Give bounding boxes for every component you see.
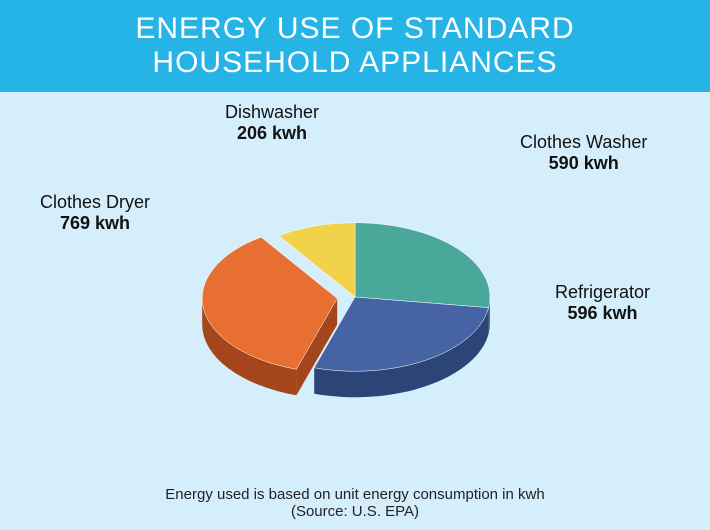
- infographic-root: ENERGY USE OF STANDARD HOUSEHOLD APPLIAN…: [0, 0, 710, 530]
- title-line2: HOUSEHOLD APPLIANCES: [152, 46, 557, 79]
- slice-label: Clothes Dryer769 kwh: [40, 192, 150, 233]
- header-title: ENERGY USE OF STANDARD HOUSEHOLD APPLIAN…: [135, 12, 574, 81]
- title-line1: ENERGY USE OF STANDARD: [135, 12, 574, 45]
- slice-value: 596 kwh: [555, 303, 650, 324]
- footer-line2: (Source: U.S. EPA): [0, 503, 710, 520]
- slice-name: Dishwasher: [225, 102, 319, 123]
- slice-label: Clothes Washer590 kwh: [520, 132, 647, 173]
- chart-area: Clothes Washer590 kwh Refrigerator596 kwh…: [0, 92, 710, 490]
- slice-value: 769 kwh: [40, 213, 150, 234]
- pie-slice: [355, 223, 490, 308]
- slice-label: Refrigerator596 kwh: [555, 282, 650, 323]
- slice-label: Dishwasher206 kwh: [225, 102, 319, 143]
- slice-name: Refrigerator: [555, 282, 650, 303]
- slice-name: Clothes Washer: [520, 132, 647, 153]
- slice-value: 590 kwh: [520, 153, 647, 174]
- slice-name: Clothes Dryer: [40, 192, 150, 213]
- footer-caption: Energy used is based on unit energy cons…: [0, 486, 710, 520]
- slice-value: 206 kwh: [225, 123, 319, 144]
- header-bar: ENERGY USE OF STANDARD HOUSEHOLD APPLIAN…: [0, 0, 710, 92]
- footer-line1: Energy used is based on unit energy cons…: [165, 486, 544, 503]
